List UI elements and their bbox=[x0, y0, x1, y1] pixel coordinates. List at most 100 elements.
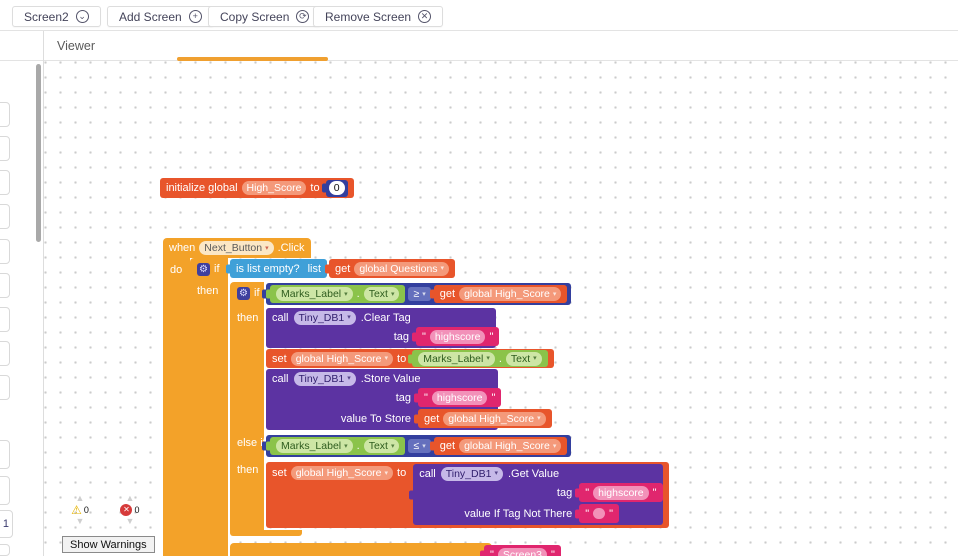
dropdown-icon: ▾ bbox=[344, 290, 348, 298]
palette-stub-numbered[interactable]: 1 bbox=[0, 510, 13, 538]
then-label: then bbox=[237, 464, 259, 476]
marks-label-text-block[interactable]: Marks_Label ▾ . Text ▾ bbox=[412, 350, 548, 367]
viewer-tab-row: Viewer bbox=[0, 31, 958, 61]
palette-stub[interactable] bbox=[0, 544, 10, 556]
method-name: .Clear Tag bbox=[360, 311, 411, 324]
stub-label: 1 bbox=[2, 518, 9, 530]
component-dropdown[interactable]: Next_Button ▾ bbox=[199, 241, 274, 255]
palette-stub[interactable] bbox=[0, 102, 10, 127]
show-warnings-button[interactable]: Show Warnings bbox=[62, 536, 155, 553]
get-global-questions-block[interactable]: get global Questions ▾ bbox=[329, 259, 456, 278]
variable-dropdown[interactable]: global High_Score ▾ bbox=[459, 439, 562, 453]
variable-dropdown[interactable]: global Questions ▾ bbox=[354, 261, 450, 276]
component-dropdown[interactable]: Marks_Label ▾ bbox=[276, 439, 353, 453]
operator-dropdown[interactable]: ≥ ▾ bbox=[408, 287, 431, 301]
empty-string-block[interactable]: " " bbox=[579, 504, 620, 523]
text-string-block[interactable]: " highscore " bbox=[418, 388, 502, 407]
palette-stub[interactable] bbox=[0, 440, 10, 469]
top-toolbar: Screen2 ⌄ Add Screen + Copy Screen ⟳ Rem… bbox=[0, 0, 958, 31]
palette-stub[interactable] bbox=[0, 239, 10, 264]
collapse-up-icon[interactable]: ▲ bbox=[125, 493, 135, 503]
component-dropdown[interactable]: Tiny_DB1 ▾ bbox=[293, 371, 356, 386]
tag-socket: " highscore " bbox=[418, 388, 502, 407]
init-global-name-field[interactable]: High_Score bbox=[241, 181, 307, 195]
number-block[interactable]: 0 bbox=[325, 179, 348, 197]
palette-stub[interactable] bbox=[0, 307, 10, 332]
get-global-highscore-block[interactable]: get global High_Score ▾ bbox=[433, 437, 568, 455]
is-list-empty-block[interactable]: is list empty? list bbox=[230, 259, 328, 278]
palette-stub[interactable] bbox=[0, 273, 10, 298]
palette-stub[interactable] bbox=[0, 136, 10, 161]
outer-if-block[interactable]: ⚙ if is list empty? list get global Ques… bbox=[190, 258, 670, 556]
variable-dropdown[interactable]: global High_Score ▾ bbox=[290, 466, 394, 480]
mutator-gear-icon[interactable]: ⚙ bbox=[237, 287, 250, 300]
property-dropdown[interactable]: Text ▾ bbox=[505, 351, 542, 366]
copy-icon: ⟳ bbox=[296, 10, 310, 23]
call-clear-tag-block[interactable]: call Tiny_DB1 ▾ .Clear Tag tag bbox=[266, 308, 500, 348]
inner-if-block[interactable]: ⚙ if Marks_Label ▾ . bbox=[230, 282, 670, 536]
when-header[interactable]: when Next_Button ▾ .Click bbox=[163, 238, 311, 258]
dropdown-icon: ▾ bbox=[422, 290, 426, 298]
variable-dropdown[interactable]: global High_Score ▾ bbox=[443, 411, 546, 426]
text-string-block[interactable]: " highscore " bbox=[416, 327, 500, 346]
vertical-scrollbar-thumb[interactable] bbox=[36, 64, 41, 242]
component-dropdown[interactable]: Marks_Label ▾ bbox=[418, 351, 495, 366]
variable-dropdown[interactable]: global High_Score ▾ bbox=[459, 287, 562, 301]
string-field[interactable] bbox=[593, 508, 606, 519]
string-field[interactable]: highscore bbox=[429, 329, 486, 344]
set-highscore-block[interactable]: set global High_Score ▾ to Marks_Label bbox=[266, 349, 554, 368]
mutator-gear-icon[interactable]: ⚙ bbox=[197, 263, 210, 276]
palette-stub[interactable] bbox=[0, 341, 10, 366]
call-get-value-block[interactable]: call Tiny_DB1 ▾ .Get Value tag bbox=[413, 464, 664, 525]
component-dropdown[interactable]: Tiny_DB1 ▾ bbox=[293, 310, 356, 325]
property-dropdown[interactable]: Text ▾ bbox=[363, 287, 400, 301]
comparison-le-block[interactable]: Marks_Label ▾ . Text ▾ bbox=[266, 435, 572, 457]
collapse-down-icon[interactable]: ▼ bbox=[75, 516, 85, 526]
comparison-ge-block[interactable]: Marks_Label ▾ . Text ▾ bbox=[266, 283, 572, 305]
string-field[interactable]: highscore bbox=[593, 485, 649, 500]
screen-menu-button[interactable]: Screen2 ⌄ bbox=[12, 6, 101, 27]
else-if-label-cell: else if bbox=[230, 432, 266, 459]
when-click-block[interactable]: when Next_Button ▾ .Click do ⚙ if is li bbox=[163, 238, 670, 556]
init-global-keyword: initialize global bbox=[166, 182, 238, 194]
palette-stub[interactable] bbox=[0, 375, 10, 400]
screen-menu-chevron-icon: ⌄ bbox=[75, 10, 89, 23]
inner-if-bottom bbox=[230, 530, 302, 536]
dropdown-icon: ▾ bbox=[265, 244, 269, 252]
init-global-block[interactable]: initialize global High_Score to 0 bbox=[160, 178, 354, 198]
show-warnings-label: Show Warnings bbox=[70, 538, 147, 551]
component-dropdown[interactable]: Tiny_DB1 ▾ bbox=[440, 466, 503, 481]
variable-dropdown[interactable]: global High_Score ▾ bbox=[290, 351, 394, 366]
tab-viewer[interactable]: Viewer bbox=[57, 39, 95, 53]
remove-screen-button[interactable]: Remove Screen ✕ bbox=[313, 6, 444, 27]
palette-stub[interactable] bbox=[0, 204, 10, 229]
property-dropdown[interactable]: Text ▾ bbox=[363, 439, 400, 453]
add-screen-button[interactable]: Add Screen + bbox=[107, 6, 214, 27]
palette-stub[interactable] bbox=[0, 170, 10, 195]
palette-stub[interactable] bbox=[0, 476, 10, 505]
get-global-highscore-block[interactable]: get global High_Score ▾ bbox=[418, 409, 552, 428]
get-global-highscore-block[interactable]: get global High_Score ▾ bbox=[433, 285, 568, 303]
marks-label-text-block[interactable]: Marks_Label ▾ . Text ▾ bbox=[270, 437, 406, 455]
set-highscore-getvalue-block[interactable]: set global High_Score ▾ to call bbox=[266, 462, 670, 528]
open-screen-block[interactable]: open another screen with start value scr… bbox=[230, 543, 561, 556]
collapse-up-icon[interactable]: ▲ bbox=[75, 493, 85, 503]
active-tab-indicator bbox=[177, 57, 328, 61]
number-value-field[interactable]: 0 bbox=[328, 181, 345, 195]
collapse-down-icon[interactable]: ▼ bbox=[125, 516, 135, 526]
copy-screen-button[interactable]: Copy Screen ⟳ bbox=[208, 6, 322, 27]
method-name: .Store Value bbox=[360, 372, 421, 385]
call-store-value-block[interactable]: call Tiny_DB1 ▾ .Store Value tag bbox=[266, 369, 552, 430]
text-string-block[interactable]: " Screen3 " bbox=[484, 545, 561, 556]
text-string-block[interactable]: " highscore " bbox=[579, 483, 663, 502]
string-field[interactable]: highscore bbox=[431, 390, 488, 405]
then-label: then bbox=[197, 285, 219, 297]
component-dropdown[interactable]: Marks_Label ▾ bbox=[276, 287, 353, 301]
init-global-body[interactable]: initialize global High_Score to 0 bbox=[160, 178, 354, 198]
string-field[interactable]: Screen3 bbox=[497, 547, 548, 556]
operator-dropdown[interactable]: ≤ ▾ bbox=[408, 439, 431, 453]
marks-label-text-block[interactable]: Marks_Label ▾ . Text ▾ bbox=[270, 285, 406, 303]
panel-divider bbox=[43, 31, 44, 556]
dropdown-icon: ▾ bbox=[422, 442, 426, 450]
dropdown-icon: ▾ bbox=[344, 442, 348, 450]
